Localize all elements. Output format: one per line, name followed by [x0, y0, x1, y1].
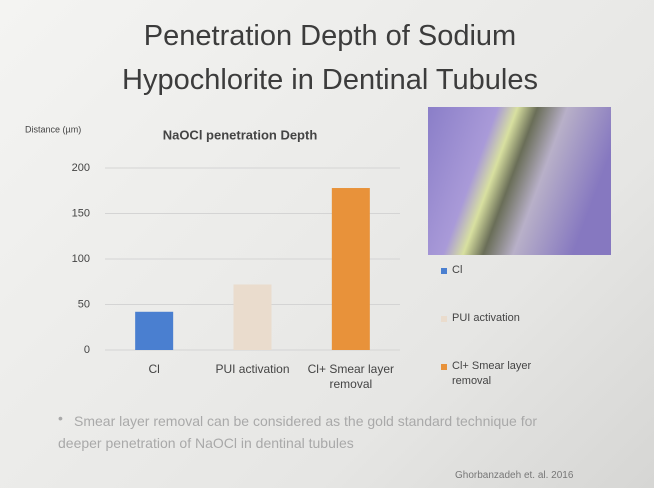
- x-tick-label: Cl: [148, 362, 160, 376]
- chart-title: NaOCl penetration Depth: [163, 127, 318, 142]
- legend-label: Cl+ Smear layer removal: [452, 360, 532, 387]
- x-tick-label: PUI activation: [215, 362, 290, 376]
- bullet-text: Smear layer removal can be considered as…: [58, 413, 538, 451]
- y-tick-label: 50: [78, 298, 90, 310]
- bar: [135, 311, 174, 350]
- legend-swatch: [441, 316, 447, 322]
- legend-label: Cl: [452, 264, 463, 276]
- y-tick-label: 200: [72, 162, 90, 174]
- y-tick-label: 150: [72, 207, 90, 219]
- micrograph: [428, 107, 611, 255]
- legend-label: PUI activation: [452, 312, 520, 324]
- citation: Ghorbanzadeh et. al. 2016: [455, 470, 574, 481]
- bullet-marker: •: [58, 410, 63, 426]
- slide-title: Penetration Depth of Sodium Hypochlorite…: [122, 20, 538, 96]
- x-tick-label: Cl+ Smear layer removal: [307, 362, 395, 391]
- legend-swatch: [441, 268, 447, 274]
- y-tick-label: 100: [72, 253, 90, 265]
- y-tick-label: 0: [84, 344, 90, 356]
- legend-swatch: [441, 364, 447, 370]
- y-axis-label: Distance (µm): [25, 124, 81, 134]
- bar: [233, 284, 272, 350]
- bar: [331, 188, 370, 350]
